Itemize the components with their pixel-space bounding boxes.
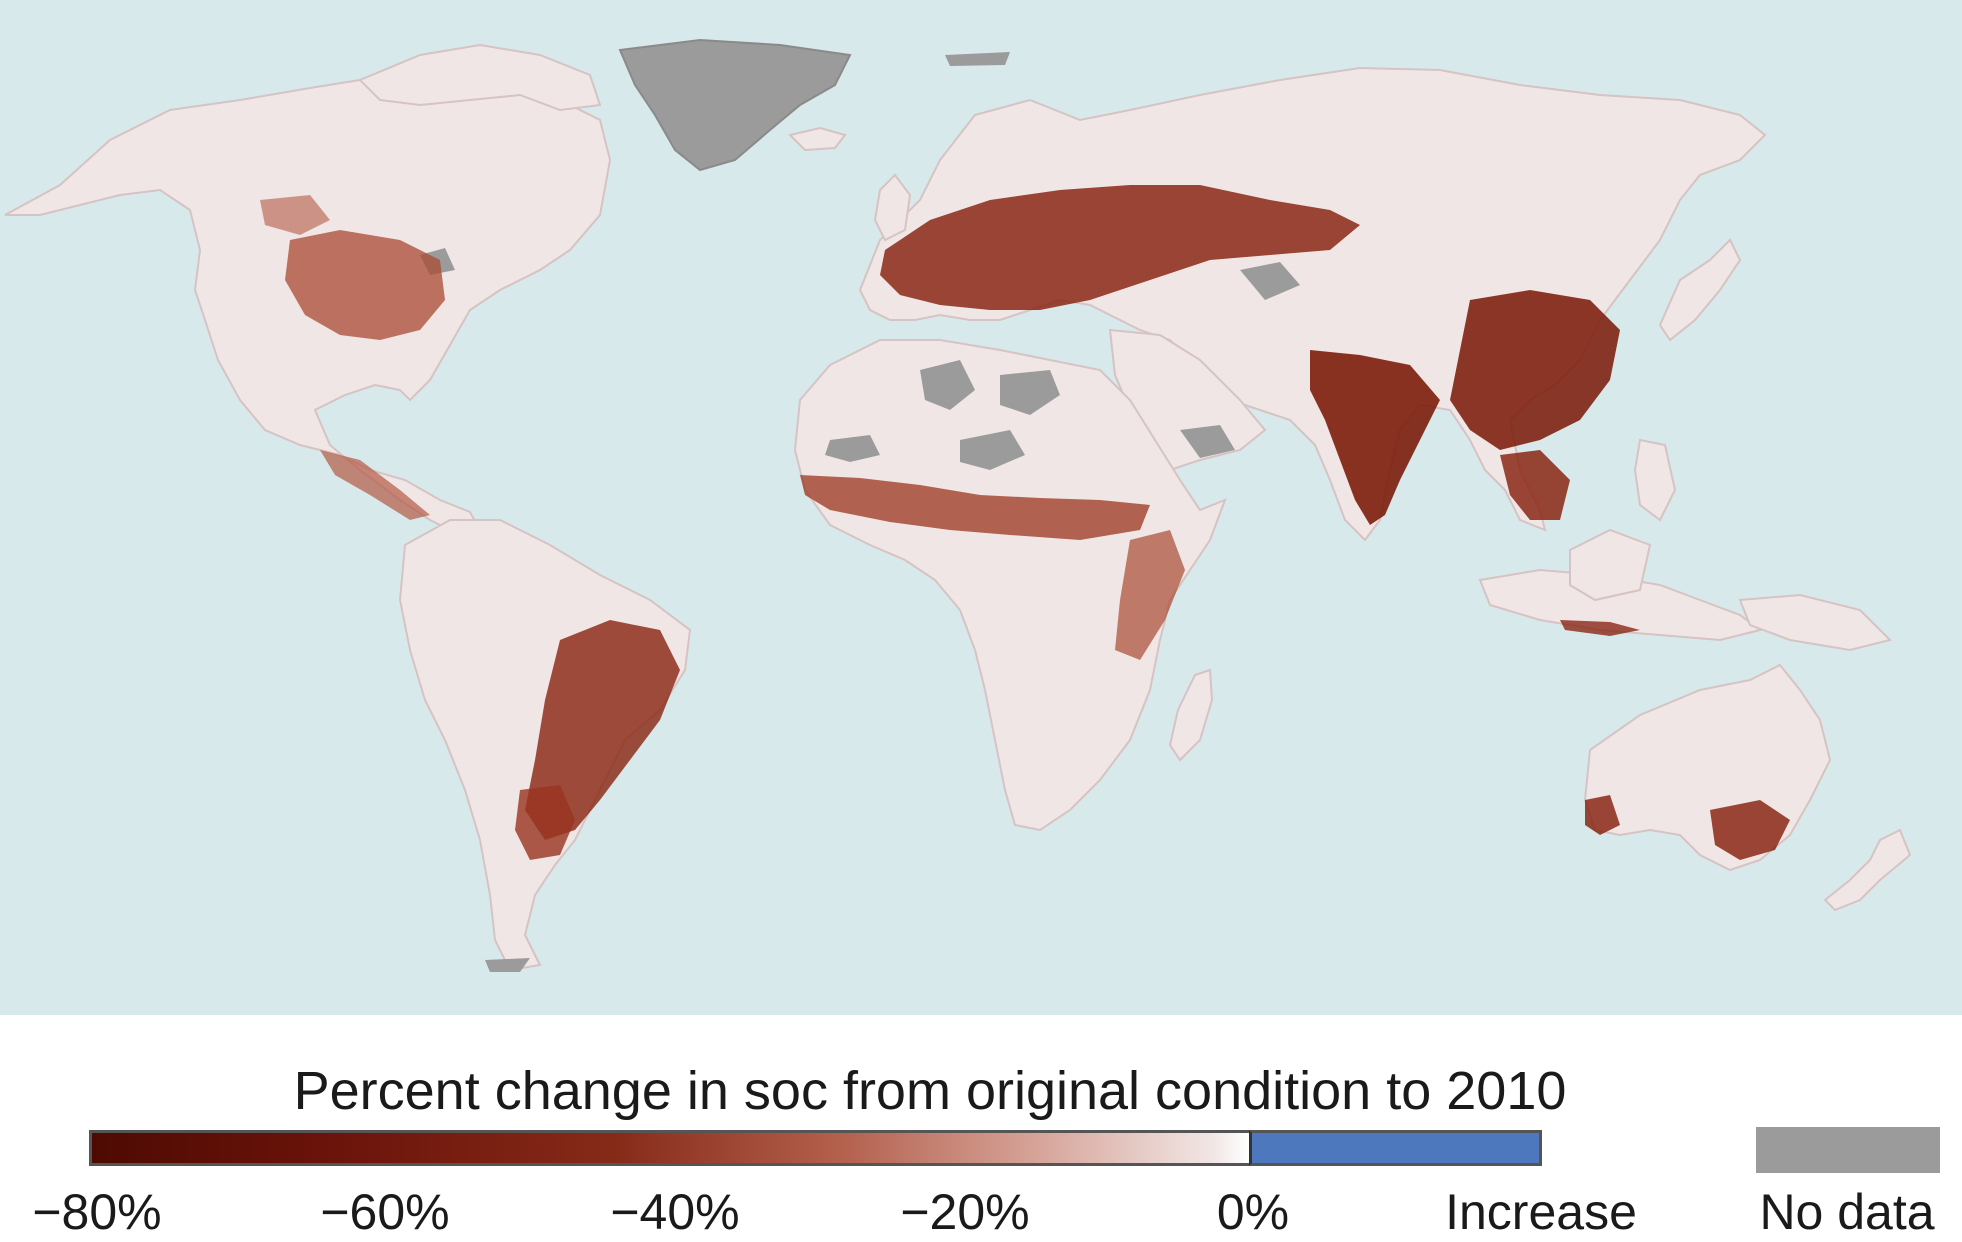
landmass-iceland (788, 126, 847, 152)
loss-china (1450, 290, 1620, 450)
legend-no-data-swatch (1756, 1127, 1940, 1173)
legend-tick-label: −80% (32, 1184, 162, 1240)
landmass-australia (1583, 663, 1832, 872)
no-data-sahara-west (825, 435, 880, 462)
legend-title: Percent change in soc from original cond… (293, 1061, 1567, 1121)
loss-india (1310, 350, 1440, 525)
loss-brazil (525, 620, 680, 840)
landmass-japan (1658, 238, 1742, 342)
no-data-sahara-south (960, 430, 1025, 470)
loss-sw-australia (1585, 795, 1620, 835)
map-panel (0, 0, 1962, 1015)
legend-tick-label: 0% (1216, 1184, 1290, 1240)
landmass-africa (793, 339, 1227, 832)
loss-canadian-prairie (260, 195, 330, 235)
landmass-borneo (1569, 528, 1652, 602)
soc-loss-layer (260, 185, 1790, 860)
landmass-philippines (1633, 438, 1677, 522)
no-data-patagonia (485, 958, 530, 972)
legend-tick-label: −60% (320, 1184, 450, 1240)
legend-no-data-label: No data (1759, 1184, 1935, 1240)
loss-sahel (800, 475, 1150, 540)
loss-central-america (320, 450, 430, 520)
landmass-new-guinea (1738, 593, 1892, 652)
loss-east-africa (1115, 530, 1185, 660)
landmass-british-isles (873, 173, 912, 242)
loss-se-australia (1710, 800, 1790, 860)
legend-tick-label: −40% (610, 1184, 740, 1240)
landmass-greenland (618, 38, 852, 172)
no-data-sahara-libya (1000, 370, 1060, 415)
legend-increase-label: Increase (1445, 1184, 1637, 1240)
no-data-arabia-rub (1180, 425, 1235, 458)
legend-tick-label: −20% (900, 1184, 1030, 1240)
loss-us-midwest (285, 230, 445, 340)
no-data-sahara-central (920, 360, 975, 410)
world-map (4, 38, 1912, 972)
legend-gradient-bar (89, 1130, 1249, 1166)
loss-java (1560, 620, 1640, 636)
loss-southeast-asia (1500, 450, 1570, 520)
loss-pampas (515, 785, 575, 860)
no-data-svalbard (945, 52, 1010, 66)
loss-europe-steppe (880, 185, 1360, 310)
landmass-new-zealand (1823, 828, 1912, 912)
no-data-central-asia (1240, 262, 1300, 300)
landmass-arctic-islands (358, 43, 602, 112)
landmass-madagascar (1168, 668, 1214, 762)
legend-panel: Percent change in soc from original cond… (0, 1015, 1962, 1242)
landmass-eurasia (858, 66, 1767, 542)
legend-increase-swatch (1249, 1130, 1542, 1166)
no-data-layer (420, 52, 1300, 972)
